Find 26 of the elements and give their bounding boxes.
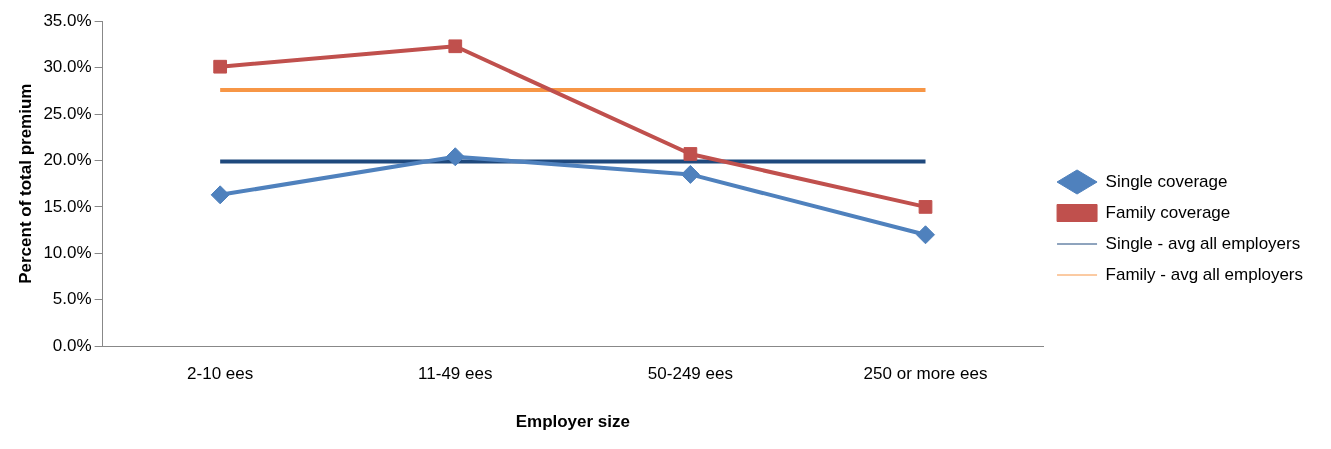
x-axis-title: Employer size — [515, 412, 630, 432]
legend-label: Single - avg all employers — [1105, 233, 1301, 253]
point — [918, 200, 933, 214]
point — [680, 164, 700, 184]
y-tick-label: 15.0% — [43, 196, 92, 216]
y-tick-label: 10.0% — [43, 243, 92, 263]
y-tick-label: 30.0% — [43, 57, 92, 77]
y-tick-label: 35.0% — [43, 10, 92, 30]
y-axis-title: Percent of total premium — [15, 83, 35, 284]
y-tick-label: 0.0% — [52, 335, 92, 355]
x-tick-label: 2-10 ees — [187, 364, 254, 384]
y-tick-label: 5.0% — [52, 289, 92, 309]
point — [210, 185, 230, 205]
x-tick-label: 11-49 ees — [418, 364, 493, 384]
point — [213, 59, 228, 74]
point — [445, 147, 465, 167]
y-tick-label: 20.0% — [43, 150, 92, 170]
legend-label: Single coverage — [1105, 171, 1228, 191]
y-tick-label: 25.0% — [43, 103, 92, 123]
legend-label: Family coverage — [1105, 202, 1231, 222]
x-tick-label: 250 or more ees — [863, 364, 988, 384]
point — [916, 225, 935, 245]
legend-label: Family - avg all employers — [1105, 264, 1304, 284]
point — [448, 39, 463, 54]
point — [683, 147, 698, 161]
x-tick-label: 50-249 ees — [647, 364, 733, 384]
